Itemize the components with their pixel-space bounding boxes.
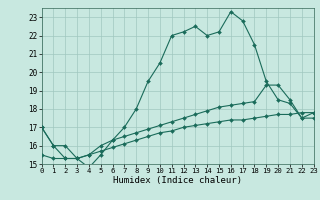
X-axis label: Humidex (Indice chaleur): Humidex (Indice chaleur) [113, 176, 242, 185]
